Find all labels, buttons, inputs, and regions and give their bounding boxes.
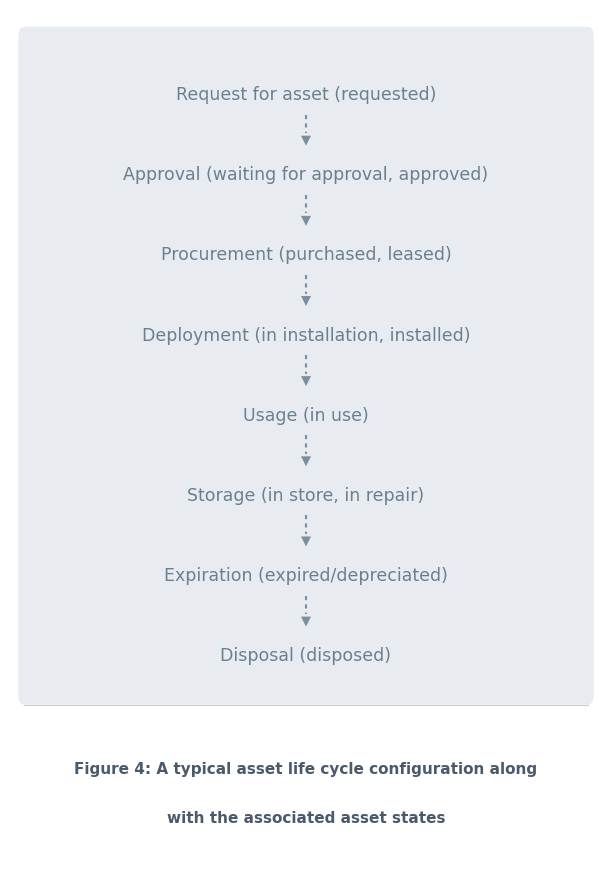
Text: Approval (waiting for approval, approved): Approval (waiting for approval, approved… [124, 166, 488, 185]
FancyBboxPatch shape [18, 27, 594, 705]
Text: Usage (in use): Usage (in use) [243, 407, 369, 425]
Text: Expiration (expired/depreciated): Expiration (expired/depreciated) [164, 567, 448, 585]
Text: Procurement (purchased, leased): Procurement (purchased, leased) [160, 246, 452, 264]
Text: Deployment (in installation, installed): Deployment (in installation, installed) [142, 326, 470, 344]
Text: Storage (in store, in repair): Storage (in store, in repair) [187, 487, 425, 505]
Text: Figure 4: A typical asset life cycle configuration along: Figure 4: A typical asset life cycle con… [75, 762, 537, 777]
Text: with the associated asset states: with the associated asset states [166, 811, 446, 826]
Text: Disposal (disposed): Disposal (disposed) [220, 648, 392, 665]
Text: Request for asset (requested): Request for asset (requested) [176, 87, 436, 104]
